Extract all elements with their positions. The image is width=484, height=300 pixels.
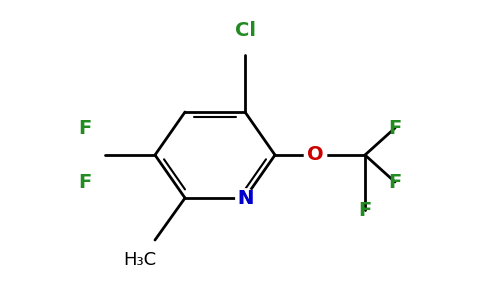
Text: F: F xyxy=(388,172,402,191)
Text: F: F xyxy=(388,118,402,137)
Text: H₃C: H₃C xyxy=(123,251,156,269)
Text: F: F xyxy=(78,118,91,137)
Text: N: N xyxy=(237,188,253,208)
Text: F: F xyxy=(78,172,91,191)
Text: F: F xyxy=(358,200,372,220)
Text: Cl: Cl xyxy=(235,20,256,40)
Text: O: O xyxy=(307,146,323,164)
Text: N: N xyxy=(237,188,253,208)
